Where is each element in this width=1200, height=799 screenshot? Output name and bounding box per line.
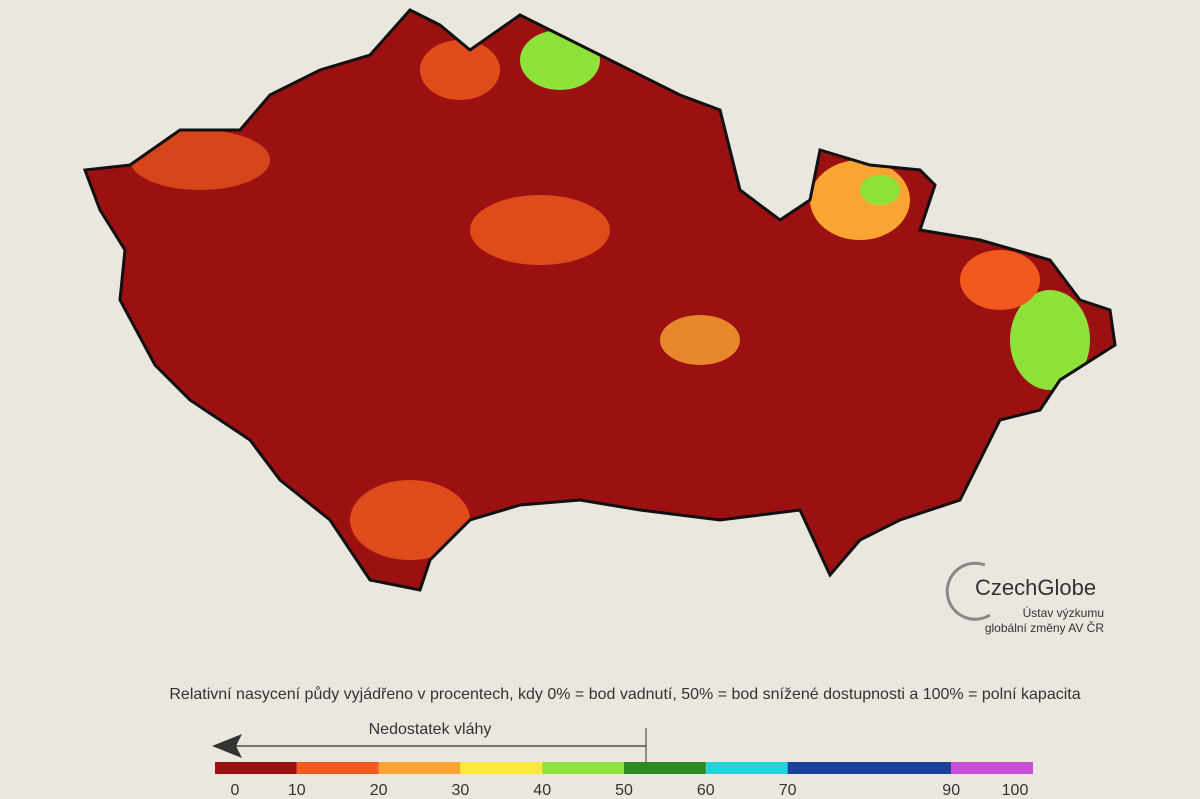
scale-segment bbox=[705, 762, 788, 774]
scale-segment bbox=[378, 762, 461, 774]
scale-tick-label: 30 bbox=[452, 782, 470, 799]
scale-tick-label: 70 bbox=[779, 782, 797, 799]
scale-tick-label: 100 bbox=[1002, 782, 1029, 799]
logo-subtitle: globální změny AV ČR bbox=[985, 620, 1105, 635]
region bbox=[420, 40, 500, 100]
scale-tick-label: 0 bbox=[231, 782, 240, 799]
scale-segment bbox=[624, 762, 706, 774]
logo: CzechGlobe Ústav výzkumu globální změny … bbox=[945, 561, 1105, 635]
scale-segment bbox=[460, 762, 543, 774]
scale-segment bbox=[215, 762, 297, 774]
scale-segment bbox=[542, 762, 624, 774]
color-scale: 0 10 20 30 40 50 60 70 90 100 bbox=[215, 762, 1033, 799]
region bbox=[660, 315, 740, 365]
region bbox=[130, 130, 270, 190]
scale-tick-label: 20 bbox=[370, 782, 388, 799]
logo-subtitle: Ústav výzkumu bbox=[1023, 605, 1104, 620]
region bbox=[960, 250, 1040, 310]
region bbox=[470, 195, 610, 265]
scale-tick-label: 50 bbox=[615, 782, 633, 799]
scale-tick-label: 10 bbox=[288, 782, 306, 799]
region bbox=[1010, 290, 1090, 390]
region bbox=[350, 480, 470, 560]
legend-caption: Relativní nasycení půdy vyjádřeno v proc… bbox=[169, 685, 1080, 703]
region bbox=[810, 160, 910, 240]
region bbox=[860, 175, 900, 205]
scale-segment bbox=[787, 762, 952, 774]
scale-tick-label: 90 bbox=[942, 782, 960, 799]
logo-name: CzechGlobe bbox=[975, 575, 1096, 600]
scale-segment bbox=[296, 762, 379, 774]
logo-arc bbox=[945, 561, 991, 621]
scale-segment bbox=[951, 762, 1033, 774]
scale-tick-label: 40 bbox=[533, 782, 551, 799]
arrow-head bbox=[212, 734, 242, 758]
scale-tick-label: 60 bbox=[697, 782, 715, 799]
arrow-label: Nedostatek vláhy bbox=[369, 721, 492, 738]
